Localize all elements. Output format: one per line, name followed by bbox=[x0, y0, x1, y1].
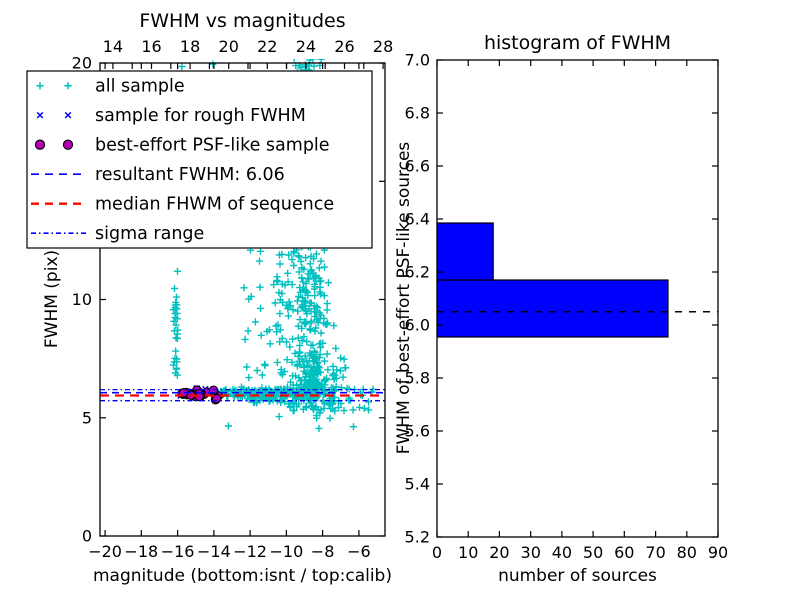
x-tick-label: 60 bbox=[614, 543, 634, 562]
left-plot-xlabel: magnitude (bottom:isnt / top:calib) bbox=[93, 566, 392, 586]
legend-item-label: best-effort PSF-like sample bbox=[95, 136, 330, 156]
y-tick-label: 6.2 bbox=[405, 263, 430, 282]
plots-root: −20−18−16−14−12−10−8−6051015201416182022… bbox=[26, 37, 729, 563]
legend-item: sample for rough FWHM bbox=[36, 106, 306, 126]
x-tick-label: 20 bbox=[489, 543, 509, 562]
y-tick-label: 5.4 bbox=[405, 475, 430, 494]
legend-box bbox=[26, 70, 373, 249]
right-plot-ticks bbox=[436, 59, 719, 538]
y-tick-label: 6.0 bbox=[405, 316, 430, 335]
y-tick-label: 6.8 bbox=[405, 104, 430, 123]
x-tick-label: 40 bbox=[552, 543, 572, 562]
x-tick-label: 90 bbox=[708, 543, 728, 562]
x-tick-label: 0 bbox=[432, 543, 442, 562]
legend-item-label: resultant FWHM: 6.06 bbox=[95, 165, 285, 185]
right-plot-ylabel: FWHM of best-effort PSF-like sources bbox=[394, 142, 414, 455]
calib-tick-label: 16 bbox=[141, 37, 161, 56]
calib-tick-label: 22 bbox=[257, 37, 277, 56]
calib-tick-label: 20 bbox=[219, 37, 239, 56]
calib-tick-label: 24 bbox=[296, 37, 316, 56]
legend-item-label: median FHWM of sequence bbox=[95, 195, 334, 215]
legend-item: all sample bbox=[35, 77, 185, 97]
calib-tick-label: 18 bbox=[180, 37, 200, 56]
x-tick-label: −18 bbox=[124, 542, 158, 561]
legend: all sample sample for rough FWHM best-effo… bbox=[26, 70, 373, 249]
histogram-bar bbox=[437, 222, 494, 281]
left-plot-title: FWHM vs magnitudes bbox=[139, 10, 345, 32]
x-tick-label: 10 bbox=[458, 543, 478, 562]
legend-item-label: sample for rough FWHM bbox=[95, 106, 306, 126]
x-tick-label: −14 bbox=[197, 542, 231, 561]
right-plot-xlabel: number of sources bbox=[498, 566, 657, 586]
x-tick-label: 50 bbox=[583, 543, 603, 562]
x-tick-label: −12 bbox=[233, 542, 267, 561]
left-plot-ylabel: FWHM (pix) bbox=[42, 250, 62, 348]
right-plot-data-area bbox=[437, 222, 718, 338]
left-plot-ticks bbox=[100, 62, 385, 537]
legend-item: median FHWM of sequence bbox=[31, 195, 334, 215]
x-tick-label: −20 bbox=[88, 542, 122, 561]
y-tick-label: 6.4 bbox=[405, 210, 430, 229]
right-plot-tick-labels: 0 10 20 30 40 50 60 70 80 90 5.2 5.4 5.6 5.8 6.0 6.2 6.4… bbox=[405, 51, 729, 563]
x-tick-label: 30 bbox=[521, 543, 541, 562]
calib-tick-label: 14 bbox=[103, 37, 123, 56]
scatter-point bbox=[316, 59, 326, 64]
legend-item: sigma range bbox=[31, 224, 204, 244]
right-plot-spines bbox=[436, 59, 719, 538]
x-tick-label: 80 bbox=[677, 543, 697, 562]
histogram-bar bbox=[437, 279, 669, 338]
legend-item: resultant FWHM: 6.06 bbox=[31, 165, 285, 185]
legend-marker-circle bbox=[62, 139, 74, 150]
legend-marker-circle bbox=[34, 139, 46, 150]
x-tick-label: −10 bbox=[270, 542, 304, 561]
legend-item-label: all sample bbox=[95, 77, 185, 97]
x-tick-label: −6 bbox=[347, 542, 371, 561]
right-plot-title: histogram of FWHM bbox=[484, 32, 671, 54]
x-tick-label: −16 bbox=[161, 542, 195, 561]
y-tick-label: 5.6 bbox=[405, 422, 430, 441]
y-tick-label: 10 bbox=[72, 290, 92, 309]
calib-tick-label: 26 bbox=[334, 37, 354, 56]
y-tick-label: 5 bbox=[82, 408, 92, 427]
y-tick-label: 5.8 bbox=[405, 369, 430, 388]
y-tick-label: 5.2 bbox=[405, 528, 430, 547]
y-tick-label: 7.0 bbox=[405, 51, 430, 70]
left-plot-data-area bbox=[100, 59, 385, 433]
legend-item-label: sigma range bbox=[95, 224, 204, 244]
calib-tick-label: 28 bbox=[373, 37, 393, 56]
x-tick-label: −8 bbox=[311, 542, 335, 561]
y-tick-label: 20 bbox=[72, 54, 92, 73]
y-tick-label: 0 bbox=[82, 527, 92, 546]
legend-item: best-effort PSF-like sample bbox=[34, 136, 330, 156]
y-tick-label: 6.6 bbox=[405, 157, 430, 176]
x-tick-label: 70 bbox=[645, 543, 665, 562]
